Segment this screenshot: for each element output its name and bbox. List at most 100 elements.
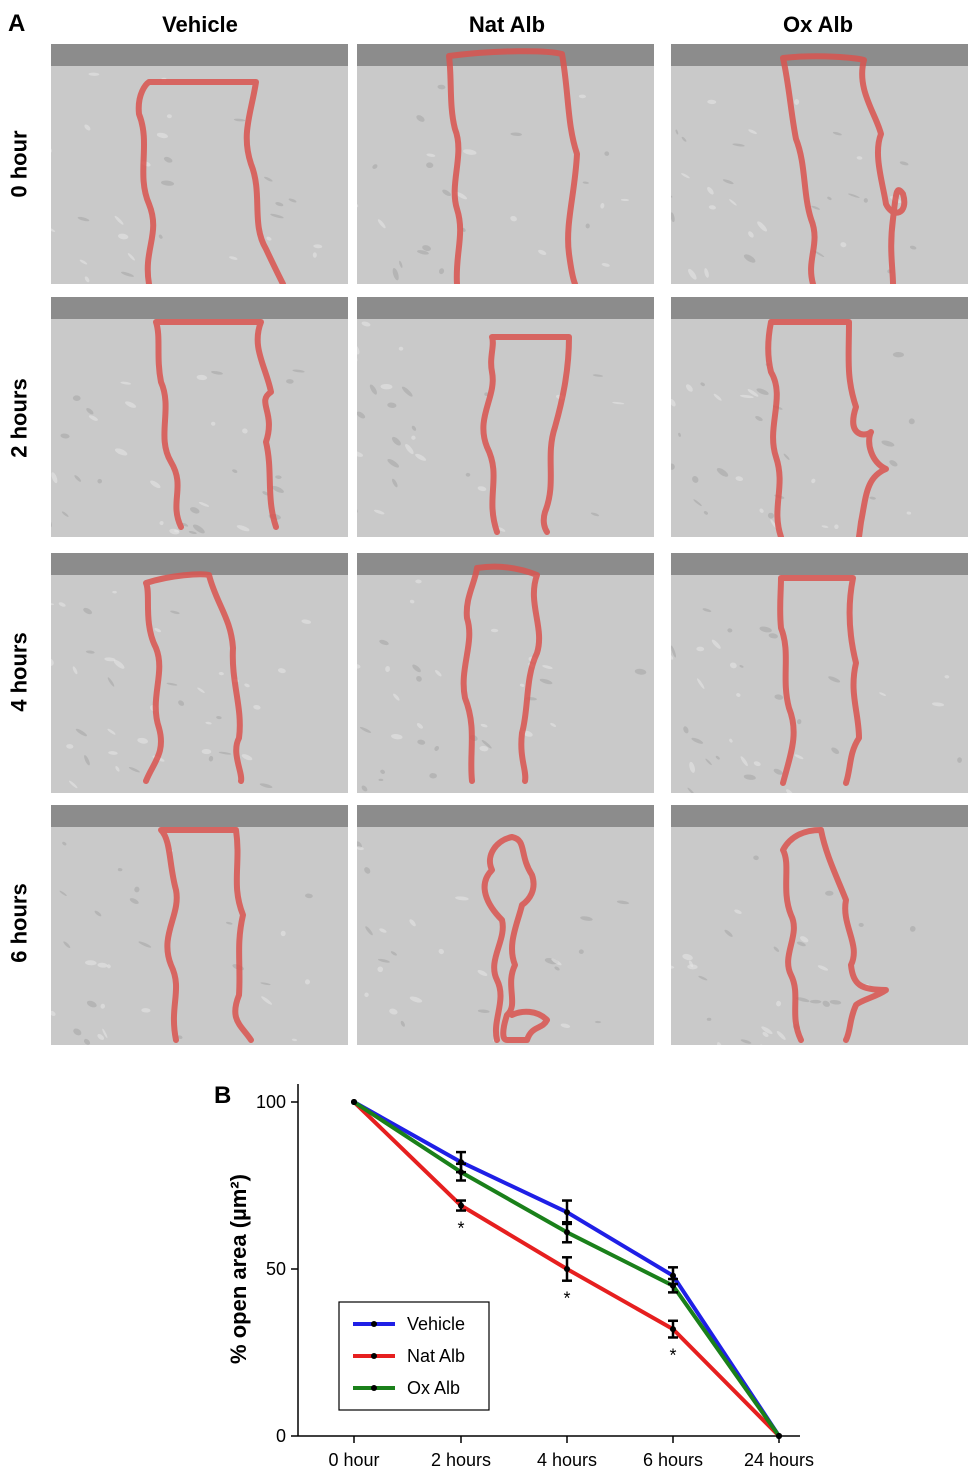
- cell-speckle: [51, 602, 55, 606]
- cell-speckle: [796, 941, 806, 947]
- cell-speckle: [776, 1000, 782, 1007]
- cell-speckle: [455, 896, 469, 901]
- cell-speckle: [415, 579, 422, 584]
- cell-speckle: [188, 531, 197, 535]
- micrograph-tile: [357, 44, 654, 284]
- cell-speckle: [739, 665, 744, 668]
- cell-speckle: [377, 219, 386, 229]
- cell-speckle: [856, 156, 863, 160]
- cell-speckle: [767, 512, 774, 519]
- cell-speckle: [755, 415, 763, 422]
- cell-speckle: [120, 381, 131, 385]
- micrograph-background: [357, 553, 654, 793]
- cell-speckle: [675, 129, 679, 135]
- micrograph-tile: [671, 297, 968, 537]
- cell-speckle: [578, 949, 584, 955]
- cell-speckle: [683, 726, 689, 734]
- cell-speckle: [736, 693, 741, 697]
- micrograph-edge-band: [671, 553, 968, 575]
- x-tick-label: 6 hours: [643, 1450, 703, 1470]
- cell-speckle: [743, 254, 756, 263]
- cell-speckle: [899, 161, 909, 166]
- cell-speckle: [85, 650, 95, 654]
- cell-speckle: [770, 519, 777, 529]
- cell-speckle: [387, 402, 397, 408]
- row-label: 0 hour: [7, 130, 33, 198]
- cell-speckle: [463, 149, 477, 155]
- cell-speckle: [94, 910, 102, 917]
- cell-speckle: [357, 846, 364, 851]
- micrograph-background: [671, 297, 968, 537]
- data-point: [776, 1433, 782, 1439]
- cell-speckle: [442, 189, 452, 197]
- cell-speckle: [170, 610, 180, 615]
- cell-speckle: [729, 199, 737, 206]
- wound-outline: [481, 834, 550, 1043]
- wound-outline: [135, 79, 286, 284]
- cell-speckle: [51, 658, 54, 666]
- cell-speckle: [717, 1042, 724, 1045]
- cell-speckle: [743, 774, 756, 780]
- cell-speckle: [702, 608, 712, 613]
- cell-speckle: [735, 476, 744, 482]
- wound-outline: [480, 334, 572, 535]
- cell-speckle: [372, 164, 378, 169]
- cell-speckle: [66, 744, 74, 749]
- cell-speckle: [811, 478, 816, 484]
- cell-speckle: [417, 250, 429, 255]
- y-tick-label: 100: [256, 1092, 286, 1112]
- cell-speckle: [86, 1000, 97, 1008]
- y-axis-label: % open area (µm²): [226, 1174, 251, 1364]
- cell-speckle: [51, 472, 58, 484]
- cell-speckle: [426, 162, 434, 169]
- significance-marker: *: [563, 1289, 570, 1309]
- cell-speckle: [102, 1028, 108, 1039]
- cell-speckle: [604, 151, 610, 156]
- cell-speckle: [434, 745, 440, 751]
- cell-speckle: [612, 401, 625, 405]
- cell-speckle: [380, 383, 393, 390]
- micrograph-tile: [51, 553, 348, 793]
- cell-speckle: [739, 394, 754, 399]
- micrograph-image: [357, 805, 654, 1045]
- cell-speckle: [120, 271, 134, 277]
- cell-speckle: [68, 780, 78, 789]
- y-tick-label: 0: [276, 1426, 286, 1446]
- legend-label: Ox Alb: [407, 1378, 460, 1398]
- cell-speckle: [51, 226, 56, 232]
- micrograph-edge-band: [357, 805, 654, 827]
- cell-speckle: [685, 384, 693, 392]
- cell-speckle: [786, 789, 794, 793]
- row-header-0-hour: 0 hour: [0, 44, 40, 284]
- cell-speckle: [727, 628, 733, 633]
- cell-speckle: [759, 508, 764, 513]
- cell-speckle: [88, 415, 98, 421]
- cell-speckle: [117, 868, 123, 872]
- cell-speckle: [716, 468, 729, 477]
- cell-speckle: [538, 249, 547, 256]
- cell-speckle: [616, 900, 630, 905]
- cell-speckle: [578, 94, 587, 99]
- data-point: [670, 1282, 676, 1289]
- cell-speckle: [908, 418, 915, 425]
- cell-speckle: [831, 747, 840, 754]
- data-point: [458, 1202, 464, 1209]
- cell-speckle: [829, 1000, 842, 1005]
- legend-marker: [371, 1385, 377, 1391]
- cell-speckle: [137, 737, 149, 744]
- cell-speckle: [634, 668, 647, 675]
- cell-speckle: [490, 628, 499, 633]
- cell-speckle: [85, 960, 97, 966]
- cell-speckle: [63, 941, 71, 949]
- cell-speckle: [270, 213, 284, 219]
- data-point: [564, 1229, 570, 1236]
- cell-speckle: [244, 683, 250, 688]
- cell-speckle: [107, 677, 115, 687]
- cell-speckle: [879, 692, 886, 696]
- cell-speckle: [305, 893, 313, 899]
- cell-speckle: [134, 886, 140, 893]
- cell-speckle: [825, 890, 834, 896]
- cell-speckle: [361, 321, 371, 327]
- cell-speckle: [271, 485, 284, 493]
- cell-speckle: [275, 202, 284, 207]
